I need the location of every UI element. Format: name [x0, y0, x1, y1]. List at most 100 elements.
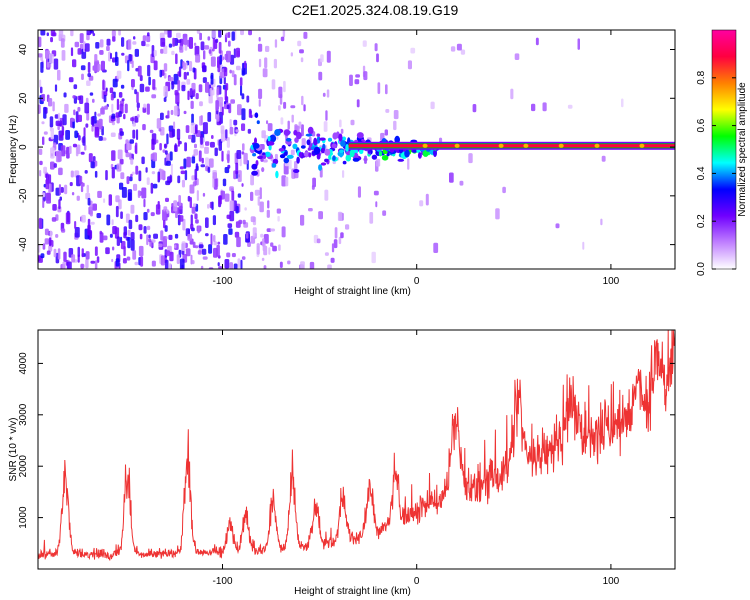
noise-cell [58, 184, 61, 196]
noise-cell [301, 124, 304, 137]
noise-cell [86, 184, 89, 193]
noise-cell [277, 215, 280, 222]
noise-cell [270, 228, 275, 232]
onset-blob [381, 155, 389, 161]
spectrogram-y-tick-label: -20 [18, 188, 29, 203]
noise-cell [77, 254, 80, 263]
noise-cell [167, 30, 172, 38]
onset-blob [261, 167, 265, 173]
noise-cell [59, 134, 63, 138]
noise-cell [80, 65, 86, 71]
noise-cell [259, 201, 264, 213]
noise-cell [621, 98, 624, 108]
noise-cell [200, 133, 203, 145]
noise-cell [227, 154, 230, 164]
noise-cell [136, 91, 139, 104]
noise-cell [174, 143, 177, 152]
noise-cell [71, 254, 76, 263]
noise-cell [229, 262, 233, 269]
noise-cell [495, 208, 500, 220]
onset-blob [272, 158, 279, 165]
noise-cell [190, 122, 196, 134]
noise-cell [213, 247, 218, 258]
noise-cell [160, 230, 164, 241]
noise-cell [212, 172, 217, 179]
noise-cell [115, 258, 120, 267]
noise-cell [111, 258, 114, 263]
noise-cell [153, 60, 158, 71]
noise-cell [38, 217, 42, 229]
noise-cell [116, 98, 120, 110]
noise-cell [123, 245, 126, 257]
noise-cell [140, 256, 144, 267]
noise-cell [303, 31, 308, 39]
noise-cell [323, 121, 328, 132]
noise-cell [176, 128, 181, 140]
noise-cell [48, 237, 52, 247]
noise-cell [385, 84, 388, 95]
onset-blob [307, 147, 312, 151]
noise-cell [183, 158, 187, 169]
noise-cell [84, 170, 88, 174]
noise-cell [318, 71, 323, 81]
noise-cell [52, 101, 55, 112]
noise-cell [145, 167, 148, 173]
noise-cell [76, 195, 80, 201]
noise-cell [266, 228, 272, 232]
noise-cell [61, 50, 66, 61]
noise-cell [110, 52, 112, 60]
onset-blob [332, 132, 338, 140]
noise-cell [44, 228, 49, 236]
noise-cell [148, 234, 151, 239]
noise-cell [577, 38, 580, 50]
noise-cell [185, 125, 190, 133]
noise-cell [53, 163, 57, 168]
noise-cell [324, 189, 329, 201]
noise-cell [136, 129, 139, 140]
noise-cell [80, 181, 84, 193]
ridge-knot [639, 143, 645, 148]
noise-cell [285, 176, 289, 187]
noise-cell [166, 160, 171, 166]
noise-cell [168, 76, 174, 82]
noise-cell [53, 248, 57, 258]
noise-cell [219, 54, 222, 65]
noise-cell [177, 175, 181, 184]
noise-cell [207, 167, 211, 173]
noise-cell [156, 139, 159, 144]
noise-cell [326, 89, 330, 98]
noise-cell [191, 156, 196, 164]
noise-cell [115, 56, 119, 66]
noise-cell [178, 215, 184, 222]
noise-cell [205, 157, 209, 166]
noise-cell [261, 130, 266, 139]
noise-cell [212, 176, 215, 188]
noise-cell [119, 100, 125, 105]
noise-cell [291, 114, 294, 123]
noise-cell [183, 71, 187, 80]
noise-cell [40, 253, 45, 259]
noise-cell [65, 212, 71, 225]
noise-cell [72, 59, 77, 68]
noise-cell [169, 262, 172, 269]
noise-cell [102, 235, 108, 241]
noise-cell [218, 266, 223, 269]
noise-cell [229, 200, 235, 211]
noise-cell [143, 212, 148, 221]
noise-cell [118, 30, 121, 36]
noise-cell [535, 37, 539, 46]
onset-blob [271, 163, 277, 168]
onset-blob [320, 147, 326, 154]
noise-cell [112, 35, 116, 42]
noise-cell [237, 170, 242, 182]
noise-cell [85, 258, 89, 269]
noise-cell [52, 204, 57, 211]
noise-cell [266, 209, 270, 218]
noise-cell [213, 235, 216, 242]
noise-cell [287, 260, 291, 265]
onset-blob [378, 151, 383, 157]
noise-cell [393, 110, 399, 120]
noise-cell [169, 251, 174, 262]
noise-cell [60, 38, 65, 48]
noise-cell [160, 48, 164, 54]
